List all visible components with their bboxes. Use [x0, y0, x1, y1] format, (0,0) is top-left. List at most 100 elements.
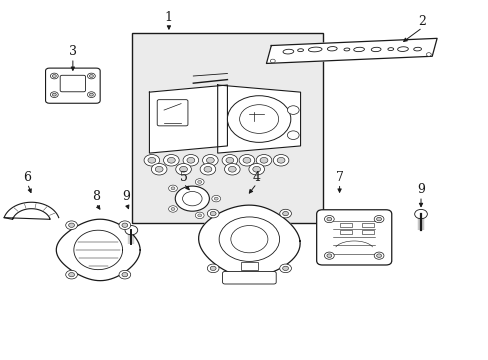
Circle shape [414, 210, 427, 219]
Polygon shape [56, 219, 140, 281]
Circle shape [122, 273, 127, 277]
Circle shape [279, 264, 291, 273]
Circle shape [230, 226, 267, 253]
Circle shape [324, 216, 333, 223]
Circle shape [248, 163, 264, 175]
Circle shape [324, 252, 333, 259]
Circle shape [252, 166, 260, 172]
Circle shape [168, 206, 177, 212]
Circle shape [227, 96, 290, 142]
Ellipse shape [397, 47, 407, 51]
Circle shape [89, 93, 93, 96]
Circle shape [151, 163, 166, 175]
Ellipse shape [370, 47, 380, 51]
Text: 6: 6 [23, 171, 31, 184]
FancyBboxPatch shape [157, 100, 187, 126]
Circle shape [211, 195, 220, 202]
Circle shape [163, 154, 179, 166]
Circle shape [426, 53, 430, 56]
FancyBboxPatch shape [60, 75, 85, 92]
Polygon shape [217, 85, 300, 153]
Polygon shape [266, 39, 436, 63]
Ellipse shape [297, 49, 303, 51]
Circle shape [119, 221, 130, 230]
Circle shape [167, 157, 175, 163]
Bar [339, 223, 351, 227]
Circle shape [155, 166, 163, 172]
Circle shape [282, 266, 288, 270]
Circle shape [203, 166, 211, 172]
Bar [240, 262, 258, 270]
Circle shape [182, 192, 202, 206]
Circle shape [219, 217, 279, 261]
Circle shape [279, 209, 291, 218]
FancyBboxPatch shape [45, 68, 100, 103]
Circle shape [210, 211, 216, 216]
Text: 2: 2 [418, 15, 426, 28]
Text: 8: 8 [92, 190, 100, 203]
Circle shape [207, 209, 219, 218]
Circle shape [326, 217, 331, 221]
Circle shape [68, 223, 74, 228]
Circle shape [87, 73, 95, 79]
Polygon shape [149, 85, 227, 153]
Circle shape [197, 180, 201, 183]
Circle shape [195, 212, 203, 219]
Circle shape [270, 59, 275, 63]
Circle shape [376, 217, 381, 221]
Circle shape [68, 273, 74, 277]
Circle shape [175, 186, 209, 211]
Circle shape [89, 75, 93, 77]
Circle shape [225, 157, 233, 163]
Circle shape [256, 154, 271, 166]
Circle shape [197, 214, 201, 217]
Circle shape [183, 154, 198, 166]
Circle shape [65, 221, 77, 230]
Circle shape [228, 166, 236, 172]
Circle shape [260, 157, 267, 163]
FancyBboxPatch shape [316, 210, 391, 265]
Bar [339, 230, 351, 234]
Ellipse shape [343, 48, 349, 51]
Bar [132, 33, 322, 223]
Circle shape [326, 254, 331, 257]
Text: 5: 5 [179, 171, 187, 184]
Circle shape [52, 75, 56, 77]
Circle shape [373, 216, 383, 223]
Circle shape [214, 197, 218, 200]
Bar [361, 223, 373, 227]
Circle shape [148, 157, 156, 163]
Bar [361, 230, 373, 234]
Circle shape [210, 266, 216, 270]
Circle shape [376, 254, 381, 257]
Polygon shape [198, 205, 300, 277]
Circle shape [206, 157, 214, 163]
Text: 9: 9 [122, 190, 130, 203]
Circle shape [175, 163, 191, 175]
Circle shape [273, 154, 288, 166]
Circle shape [122, 223, 127, 228]
Text: 4: 4 [252, 171, 260, 184]
Ellipse shape [413, 47, 421, 51]
Circle shape [287, 106, 299, 114]
Circle shape [125, 226, 138, 235]
Circle shape [186, 157, 194, 163]
Text: 3: 3 [69, 45, 77, 58]
Circle shape [171, 187, 175, 190]
Circle shape [207, 264, 219, 273]
Circle shape [202, 154, 218, 166]
Circle shape [224, 163, 240, 175]
Circle shape [277, 157, 285, 163]
Circle shape [50, 92, 58, 98]
Circle shape [222, 154, 237, 166]
FancyBboxPatch shape [222, 271, 276, 284]
Text: 9: 9 [416, 183, 424, 196]
Circle shape [65, 270, 77, 279]
Circle shape [282, 211, 288, 216]
Ellipse shape [283, 49, 293, 54]
Circle shape [168, 185, 177, 192]
Polygon shape [4, 202, 59, 219]
Circle shape [119, 270, 130, 279]
Ellipse shape [327, 46, 336, 51]
Circle shape [50, 73, 58, 79]
